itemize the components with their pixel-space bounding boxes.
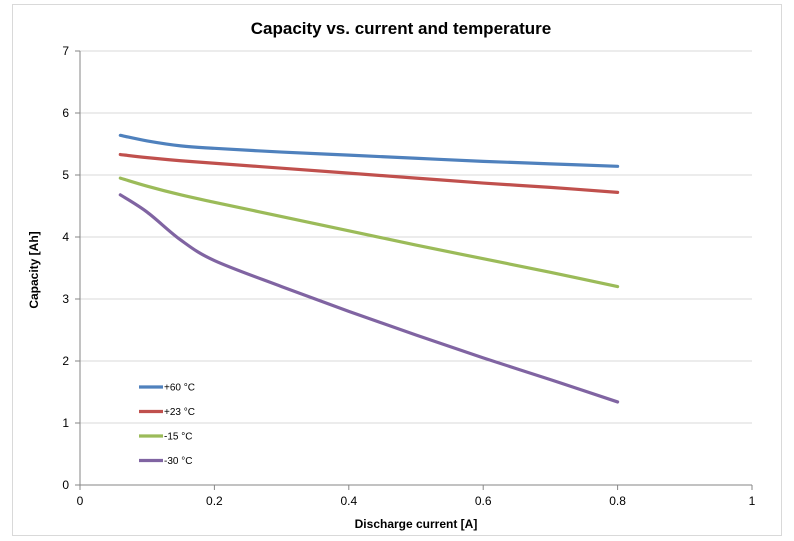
series-line-1 xyxy=(118,133,620,168)
legend-label: -15 °C xyxy=(164,432,192,443)
legend-label: -30 °C xyxy=(164,456,192,467)
y-tick-label: 4 xyxy=(62,230,69,244)
y-tick-label: 6 xyxy=(62,106,69,120)
legend: +60 °C +23 °C -15 °C -30 °C xyxy=(139,383,195,467)
series-line-4 xyxy=(118,193,620,404)
x-tick-label: 0.2 xyxy=(206,494,223,508)
axes xyxy=(75,50,753,490)
legend-label: +60 °C xyxy=(164,383,195,394)
x-tick-label: 1 xyxy=(749,494,756,508)
x-tick-label: 0.6 xyxy=(475,494,492,508)
chart-frame xyxy=(12,4,782,536)
y-tick-label: 1 xyxy=(62,416,69,430)
y-tick-label: 5 xyxy=(62,168,69,182)
x-axis-title: Discharge current [A] xyxy=(355,517,478,531)
y-tick-labels: 0 1 2 3 4 5 6 7 xyxy=(62,44,69,492)
y-tick-label: 7 xyxy=(62,44,69,58)
legend-label: +23 °C xyxy=(164,407,195,418)
y-axis-title: Capacity [Ah] xyxy=(27,231,41,308)
gridlines xyxy=(80,50,752,424)
y-tick-label: 3 xyxy=(62,292,69,306)
x-tick-label: 0 xyxy=(77,494,84,508)
y-tick-label: 0 xyxy=(62,478,69,492)
x-tick-labels: 0 0.2 0.4 0.6 0.8 1 xyxy=(77,494,756,508)
series-lines xyxy=(118,133,620,404)
x-tick-label: 0.4 xyxy=(340,494,357,508)
series-line-2 xyxy=(118,152,620,194)
chart-title: Capacity vs. current and temperature xyxy=(251,19,551,38)
series-line-3 xyxy=(118,176,620,289)
y-tick-label: 2 xyxy=(62,354,69,368)
x-tick-label: 0.8 xyxy=(609,494,626,508)
